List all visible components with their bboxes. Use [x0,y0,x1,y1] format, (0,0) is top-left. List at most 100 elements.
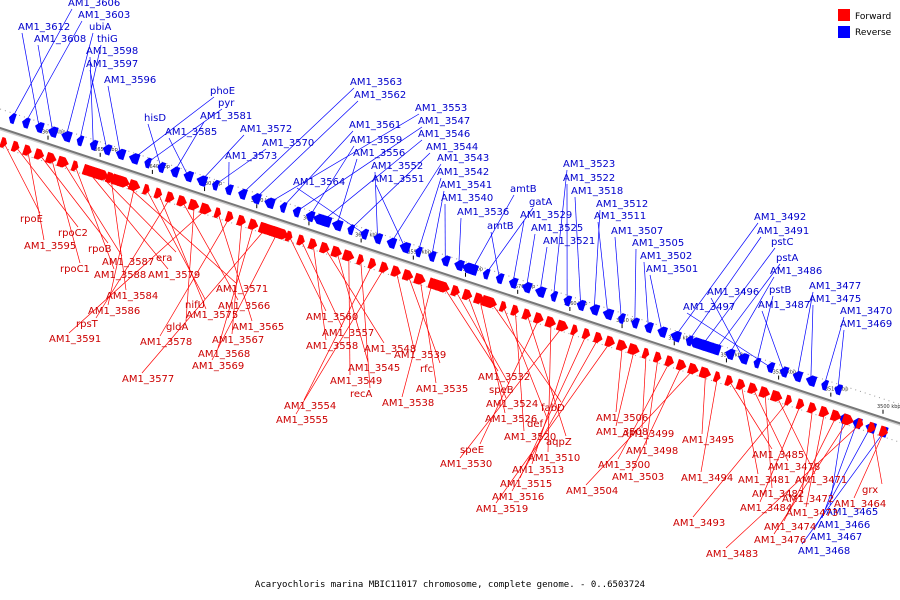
forward-leader-line [51,158,81,264]
forward-gene-arrow [296,234,305,246]
reverse-gene-arrow [618,313,627,325]
forward-gene-label: AM1_3586 [88,306,140,317]
forward-gene-label: AM1_3558 [306,341,358,352]
scale-tick-label: 3500 kbp [877,404,900,410]
reverse-gene-label: AM1_3536 [457,207,509,218]
forward-leader-line [495,341,611,504]
reverse-leader-line [553,169,568,297]
reverse-gene-arrow [115,148,127,161]
forward-leader-line [701,373,706,435]
forward-leader-line [312,244,327,341]
scale-tick-label: 3630 kbp [199,181,223,187]
reverse-leader-line [686,312,771,368]
forward-gene-label: AM1_3587 [102,257,154,268]
forward-gene-arrow [355,253,364,266]
forward-gene-arrow [307,238,318,250]
reverse-gene-arrow [22,117,31,129]
reverse-gene-arrow [279,202,288,214]
forward-gene-label: AM1_3482 [752,489,804,500]
reverse-gene-label: AM1_3497 [683,302,735,313]
forward-leader-line [110,177,127,291]
forward-gene-arrow [284,230,293,242]
forward-leader-line [467,295,507,399]
forward-gene-arrow [141,183,150,195]
forward-gene-label: AM1_3498 [626,446,678,457]
forward-gene-arrow [70,160,79,172]
reverse-gene-label: AM1_3518 [571,186,623,197]
reverse-gene-label: amtB [510,184,537,195]
reverse-gene-arrow [805,375,818,388]
reverse-gene-label: thiG [97,34,118,45]
reverse-leader-line [174,121,205,172]
forward-leader-line [615,349,635,427]
forward-gene-arrow [641,347,650,359]
reverse-gene-label: AM1_3570 [262,138,314,149]
forward-gene-label: recA [350,389,373,400]
reverse-leader-line [374,171,378,239]
reverse-gene-arrow [657,326,669,339]
forward-leader-line [39,154,109,244]
gene-cluster-block [462,262,478,276]
forward-gene-label: AM1_3535 [416,384,468,395]
reverse-gene-arrow [251,193,262,205]
forward-gene-label: rpsT [76,319,99,330]
forward-gene-label: AM1_3503 [612,472,664,483]
forward-gene-label: AM1_3591 [49,334,101,345]
forward-leader-line [585,369,694,486]
forward-gene-arrow [604,335,616,347]
reverse-gene-label: AM1_3468 [798,546,850,557]
forward-gene-label: def [527,419,544,430]
forward-leader-line [740,384,759,475]
forward-gene-label: AM1_3472 [782,494,834,505]
reverse-gene-arrow [34,122,45,134]
reverse-gene-arrow [399,242,412,254]
reverse-leader-line [201,134,245,181]
forward-gene-label: AM1_3515 [500,479,552,490]
reverse-leader-line [390,163,442,243]
reverse-gene-label: pstB [769,285,791,296]
reverse-gene-label: AM1_3559 [350,135,402,146]
forward-leader-line [211,232,278,361]
reverse-leader-line [710,297,744,359]
forward-gene-arrow [687,362,699,375]
forward-gene-arrow [818,405,830,418]
forward-leader-line [645,357,659,446]
forward-gene-arrow [401,268,414,281]
forward-gene-label: AM1_3513 [512,465,564,476]
forward-gene-arrow [592,331,603,344]
gene-cluster-block [430,278,450,293]
forward-gene-label: speB [489,385,514,396]
forward-gene-arrow [498,300,507,312]
forward-leader-line [764,392,773,489]
reverse-gene-label: AM1_3465 [826,507,878,518]
forward-leader-line [805,412,825,508]
forward-leader-line [336,252,369,363]
reverse-gene-label: AM1_3523 [563,159,615,170]
gene-cluster-block [480,294,496,308]
forward-gene-label: grx [862,485,878,496]
forward-leader-line [479,298,506,414]
reverse-gene-arrow [753,357,762,369]
forward-leader-line [514,310,525,432]
forward-leader-line [692,400,790,518]
reverse-leader-line [715,263,781,350]
forward-swatch [838,9,850,21]
reverse-gene-label: AM1_3563 [350,77,402,88]
reverse-leader-line [574,196,582,305]
forward-gene-label: AM1_3499 [622,429,674,440]
reverse-gene-arrow [779,366,790,378]
forward-gene-label: AM1_3485 [752,450,804,461]
forward-gene-arrow [187,198,200,211]
forward-leader-line [303,263,373,401]
forward-gene-label: AM1_3565 [232,322,284,333]
forward-gene-arrow [378,261,389,273]
forward-leader-line [217,213,253,322]
forward-gene-label: AM1_3476 [754,535,806,546]
forward-gene-arrow [544,315,557,328]
forward-gene-arrow [44,151,57,164]
forward-gene-label: AM1_3484 [740,503,792,514]
reverse-gene-arrow [521,282,533,294]
reverse-gene-label: AM1_3487 [758,300,810,311]
forward-gene-arrow [330,245,343,258]
forward-gene-arrow [510,304,519,316]
